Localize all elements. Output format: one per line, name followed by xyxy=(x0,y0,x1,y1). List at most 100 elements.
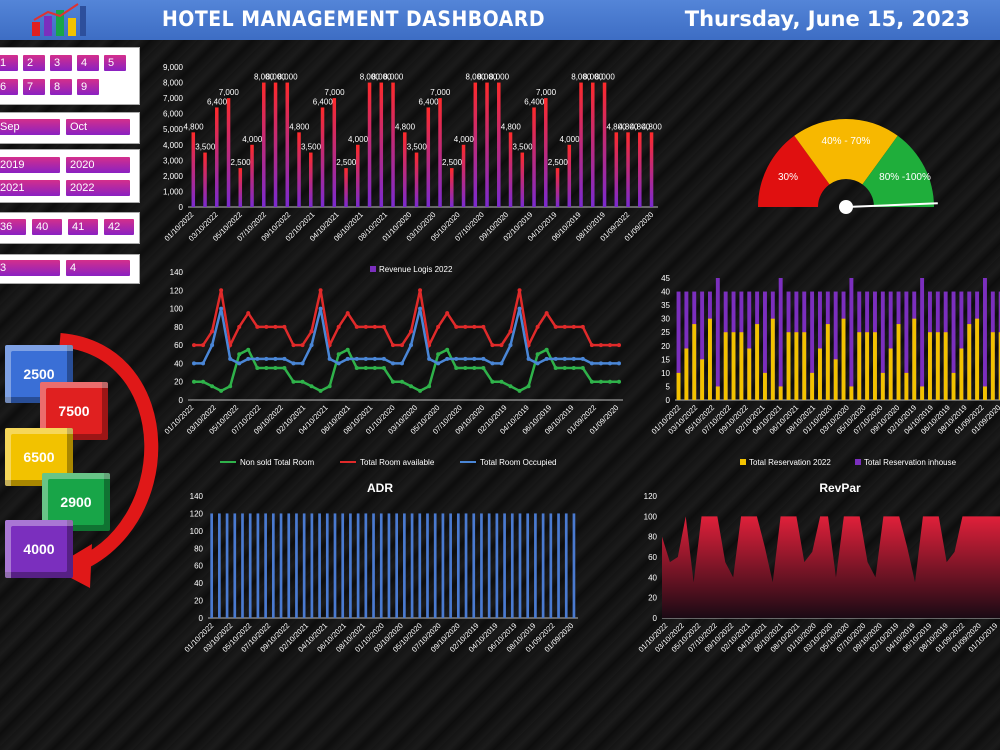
series-point xyxy=(436,361,441,366)
slicer-day-6[interactable]: 6 xyxy=(0,79,18,95)
series-point xyxy=(327,356,332,361)
adr-bar xyxy=(472,513,476,618)
revenue-bar xyxy=(626,132,630,207)
revenue-bar xyxy=(320,107,325,207)
series-point xyxy=(192,379,196,384)
series-point xyxy=(544,311,549,316)
series-point xyxy=(553,356,558,361)
series-point xyxy=(580,324,585,329)
slicer-day-4[interactable]: 4 xyxy=(77,55,99,71)
series-point xyxy=(372,356,377,361)
y-tick-label: 5 xyxy=(666,382,671,391)
series-point xyxy=(390,343,395,348)
slicer-month-sep[interactable]: Sep xyxy=(0,119,60,135)
slicer-week-40[interactable]: 40 xyxy=(32,219,62,235)
series-point xyxy=(472,366,477,370)
series-point xyxy=(372,324,377,329)
reservation-2022-bar xyxy=(888,348,893,400)
slicer-year-2022[interactable]: 2022 xyxy=(66,180,130,196)
revenue-data-label: 8,000 xyxy=(254,73,275,82)
series-point xyxy=(363,366,368,370)
series-point xyxy=(327,343,332,348)
slicer-day-2[interactable]: 2 xyxy=(23,55,45,71)
reservation-inhouse-bar xyxy=(715,278,720,400)
series-point xyxy=(300,379,305,384)
series-point xyxy=(237,361,242,366)
slicer-year-2019[interactable]: 2019 xyxy=(0,157,60,173)
series-line-2 xyxy=(194,290,619,350)
y-tick-label: 40 xyxy=(174,359,183,368)
revenue-data-label: 3,500 xyxy=(301,143,322,152)
series-point xyxy=(246,311,251,316)
series-point xyxy=(607,361,612,366)
slicer-year-2020[interactable]: 2020 xyxy=(66,157,130,173)
revenue-data-label: 7,000 xyxy=(325,88,346,97)
series-point xyxy=(282,356,287,361)
adr-bar xyxy=(279,513,283,618)
slicer-day-1[interactable]: 1 xyxy=(0,55,18,71)
revenue-data-label: 4,000 xyxy=(348,135,369,144)
series-point xyxy=(399,343,404,348)
slicer-day-8[interactable]: 8 xyxy=(50,79,72,95)
series-point xyxy=(571,366,576,370)
rooms-chart: Revenue Logis 202202040608010012014001/1… xyxy=(163,265,623,467)
series-point xyxy=(309,329,314,334)
reservation-2022-bar xyxy=(723,332,728,400)
slicer-week-41[interactable]: 41 xyxy=(68,219,98,235)
slicer-month-oct[interactable]: Oct xyxy=(66,119,130,135)
series-point xyxy=(255,356,260,361)
reservation-2022-bar xyxy=(786,332,791,400)
slicer-day-5[interactable]: 5 xyxy=(104,55,126,71)
y-tick-label: 100 xyxy=(190,527,204,536)
reservation-inhouse-bar xyxy=(676,291,681,400)
series-point xyxy=(617,361,621,366)
slicer-year-2021[interactable]: 2021 xyxy=(0,180,60,196)
slicer-quarter-3[interactable]: 3 xyxy=(0,260,60,276)
series-point xyxy=(454,366,459,370)
adr-bar xyxy=(503,513,506,618)
slicer-day-7[interactable]: 7 xyxy=(23,79,45,95)
y-tick-label: 20 xyxy=(661,342,670,351)
series-point xyxy=(617,343,621,348)
reservation-2022-bar xyxy=(857,332,862,400)
revenue-data-label: 3,500 xyxy=(407,143,428,152)
series-point xyxy=(607,343,612,348)
series-point xyxy=(336,361,341,366)
series-point xyxy=(427,384,432,389)
series-point xyxy=(264,366,269,370)
reservation-2022-bar xyxy=(943,332,948,400)
gauge-needle xyxy=(845,202,938,208)
revenue-bar xyxy=(285,82,290,207)
reservation-2022-bar xyxy=(755,324,760,400)
series-point xyxy=(264,324,269,329)
series-point xyxy=(508,384,513,389)
y-tick-label: 40 xyxy=(648,573,657,582)
slicer-week-42[interactable]: 42 xyxy=(104,219,134,235)
revenue-bar xyxy=(250,144,254,207)
series-point xyxy=(201,343,206,348)
reservation-2022-bar xyxy=(896,324,901,400)
series-point xyxy=(381,366,386,370)
series-point xyxy=(418,288,423,293)
slicer-week-36[interactable]: 36 xyxy=(0,219,26,235)
revenue-bar xyxy=(238,168,243,207)
series-point xyxy=(237,324,242,329)
series-point xyxy=(255,366,260,370)
revenue-bar xyxy=(508,132,513,207)
revenue-data-label: 2,500 xyxy=(548,158,569,167)
series-point xyxy=(210,384,215,389)
legend-top-label: Revenue Logis 2022 xyxy=(379,265,453,274)
reservation-2022-bar xyxy=(967,324,972,400)
adr-bar xyxy=(549,513,553,618)
series-point xyxy=(318,288,323,293)
revenue-bar xyxy=(203,152,207,207)
adr-bar xyxy=(403,513,406,618)
slicer-day-9[interactable]: 9 xyxy=(77,79,99,95)
adr-bar xyxy=(295,513,298,618)
slicer-day-3[interactable]: 3 xyxy=(50,55,72,71)
y-tick-label: 80 xyxy=(194,544,203,553)
series-point xyxy=(553,324,558,329)
reservation-2022-bar xyxy=(708,318,712,400)
slicer-quarter-4[interactable]: 4 xyxy=(66,260,130,276)
series-point xyxy=(517,388,522,393)
